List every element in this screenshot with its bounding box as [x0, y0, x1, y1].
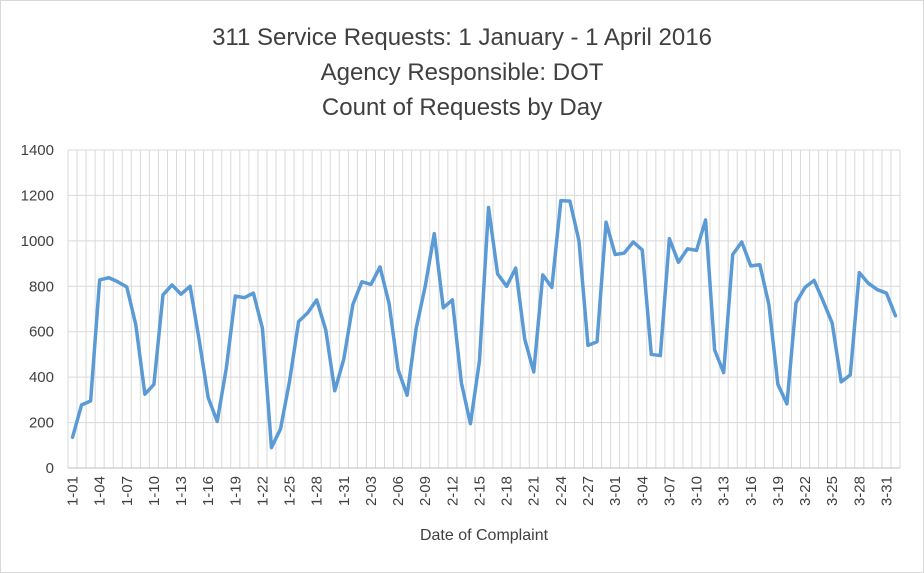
x-tick-label: 1-13: [173, 476, 190, 506]
y-tick-label: 400: [29, 369, 54, 386]
x-tick-label: 1-01: [65, 476, 82, 506]
x-axis-ticks: 1-01 1-04 1-07 1-10 1-13 1-16 1-19 1-22 1-25 1-28…: [65, 476, 896, 506]
y-tick-label: 1200: [21, 187, 54, 204]
x-tick-label: 3-19: [770, 476, 787, 506]
y-tick-label: 200: [29, 415, 54, 432]
x-tick-label: 1-31: [336, 476, 353, 506]
x-tick-label: 2-03: [363, 476, 380, 506]
x-tick-label: 3-31: [878, 476, 895, 506]
x-tick-label: 1-07: [119, 476, 136, 506]
chart-title: 311 Service Requests: 1 January - 1 Apri…: [0, 20, 924, 125]
x-tick-label: 1-25: [282, 476, 299, 506]
x-tick-label: 3-22: [797, 476, 814, 506]
x-tick-label: 3-25: [824, 476, 841, 506]
series-layer: [70, 198, 898, 450]
x-tick-label: 2-27: [580, 476, 597, 506]
y-axis-ticks: 0 200 400 600 800 1000 1200 1400: [21, 142, 54, 477]
gridlines: [67, 149, 901, 469]
x-tick-label: 2-21: [526, 476, 543, 506]
x-tick-label: 3-07: [661, 476, 678, 506]
x-tick-label: 1-16: [200, 476, 217, 506]
y-tick-label: 1400: [21, 142, 54, 159]
y-tick-label: 0: [46, 460, 54, 477]
x-tick-label: 1-04: [92, 476, 109, 506]
y-tick-label: 800: [29, 278, 54, 295]
x-tick-label: 1-28: [309, 476, 326, 506]
x-tick-label: 2-24: [553, 476, 570, 506]
x-tick-label: 3-04: [634, 476, 651, 506]
series-line: [70, 198, 898, 450]
x-tick-label: 3-16: [743, 476, 760, 506]
x-tick-label: 2-15: [471, 476, 488, 506]
x-tick-label: 1-10: [146, 476, 163, 506]
x-tick-label: 3-10: [689, 476, 706, 506]
x-tick-label: 3-01: [607, 476, 624, 506]
x-tick-label: 1-19: [227, 476, 244, 506]
chart-title-line-1: 311 Service Requests: 1 January - 1 Apri…: [212, 24, 712, 51]
chart-title-line-3: Count of Requests by Day: [321, 94, 603, 121]
x-tick-label: 3-13: [716, 476, 733, 506]
x-tick-label: 2-09: [417, 476, 434, 506]
y-tick-label: 1000: [21, 233, 54, 250]
y-tick-label: 600: [29, 324, 54, 341]
x-tick-label: 1-22: [254, 476, 271, 506]
x-tick-label: 2-06: [390, 476, 407, 506]
x-axis-title: Date of Complaint: [420, 527, 549, 544]
x-tick-label: 2-12: [444, 476, 461, 506]
x-tick-label: 3-28: [851, 476, 868, 506]
chart-title-line-2: Agency Responsible: DOT: [320, 59, 604, 86]
x-tick-label: 2-18: [499, 476, 516, 506]
